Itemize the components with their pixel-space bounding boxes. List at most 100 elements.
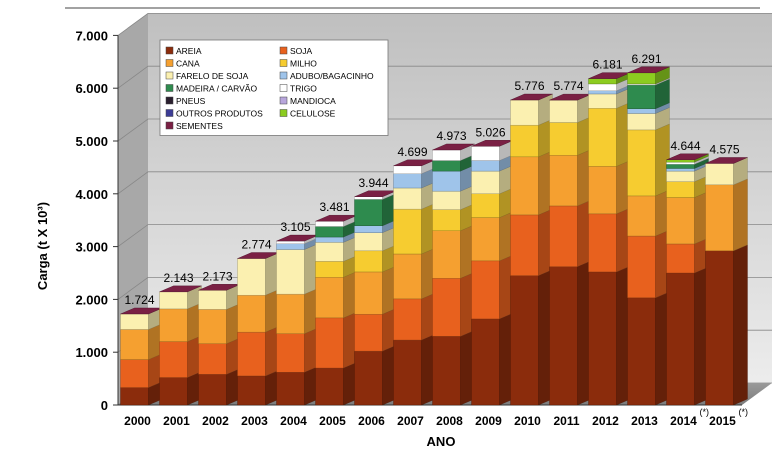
bar-top-cap [627,66,670,74]
legend-label: OUTROS PRODUTOS [176,109,263,119]
bar-top-cap [432,143,475,151]
bar-segment [471,160,500,172]
bar-segment [666,164,695,169]
total-label: 5.026 [475,125,505,139]
bar-top-cap [705,157,748,164]
legend-label: AREIA [176,46,202,56]
bar-2007 [393,159,436,406]
x-tick-label: 2004 [280,414,307,428]
legend-swatch [165,59,174,67]
bar-segment [393,298,422,341]
bar-segment [432,278,461,337]
total-label: 3.944 [358,176,388,190]
bar-segment [354,232,383,252]
bar-segment [666,197,695,245]
bar-segment [510,99,539,126]
bar-segment [276,333,305,373]
bar-top-cap [666,153,709,160]
legend-item: FARELO DE SOJA [165,71,249,81]
bar-segment [237,331,266,377]
legend-box [159,39,389,136]
bar-segment [432,209,461,231]
bar-segment [393,173,422,189]
y-tick-label: 2.000 [75,292,108,307]
bar-segment [471,217,500,262]
total-label: 2.173 [202,269,232,283]
bar-segment [198,343,227,375]
x-tick-label: 2000 [124,414,151,428]
bar-segment [120,329,149,360]
bar-segment [627,195,656,237]
bar-segment [198,309,227,344]
bar-segment [432,190,461,210]
legend-item: AREIA [165,46,202,56]
bar-segment [588,271,617,406]
bar-segment [666,272,695,406]
legend-label: SOJA [290,46,313,56]
legend-item: SEMENTES [165,121,223,131]
bar-segment [588,108,617,167]
x-tick-label: 2003 [241,414,268,428]
y-tick-label: 0 [101,398,108,413]
bar-2004 [276,234,319,406]
bar-2008 [432,143,475,406]
bar-segment [276,293,305,334]
total-label: 6.291 [631,52,661,66]
y-tick-label: 1.000 [75,345,108,360]
bar-segment [666,243,695,274]
legend-label: MADEIRA / CARVÃO [176,84,257,94]
legend-item: ADUBO/BAGACINHO [279,71,374,81]
legend-swatch [279,109,288,117]
bar-segment [315,317,344,369]
bar-segment [237,294,266,333]
legend-item: CELULOSE [279,109,336,119]
bar-segment [354,313,383,352]
bar-segment [549,155,578,207]
legend-label: MILHO [290,59,317,69]
legend-swatch [165,84,174,92]
x-tick-label: 2012 [592,414,619,428]
bar-segment [588,213,617,273]
total-label: 4.644 [670,139,700,153]
bar-2014 [666,153,709,406]
bar-segment [510,214,539,276]
x-axis: 2000 2001 2002 2003 2004 2005 2006 2007 2008 2009… [124,407,748,428]
bar-segment [198,290,227,310]
bar-segment [666,170,695,182]
bar-segment [432,149,461,161]
bar-2003 [237,252,280,406]
legend-swatch [279,84,288,92]
x-tick-label: 2010 [514,414,541,428]
bar-segment [393,187,422,210]
y-axis: 0 1.000 2.000 3.000 4.000 5.000 6.000 7.000 [75,28,119,413]
total-label: 4.699 [397,145,427,159]
total-label: 4.973 [436,129,466,143]
legend-label: TRIGO [290,84,317,94]
side-wall [118,13,148,406]
legend-label: ADUBO/BAGACINHO [290,71,374,81]
legend-item: PNEUS [165,96,206,106]
bar-segment [471,260,500,320]
bar-2006 [354,190,397,406]
bar-segment [627,297,656,406]
total-label: 4.575 [709,142,739,156]
bar-top-cap [510,93,553,101]
x-tick-label: 2005 [319,414,346,428]
bar-segment [510,275,539,406]
bar-segment [159,341,188,378]
bar-segment [432,170,461,192]
legend-swatch [165,46,174,55]
legend-swatch [165,121,174,130]
bar-segment [471,318,500,406]
bar-segment [510,124,539,158]
bar-segment [549,99,578,123]
y-tick-label: 6.000 [75,81,108,96]
bar-segment [705,163,734,186]
bar-segment [315,277,344,319]
bar-segment [471,193,500,218]
legend-swatch [279,59,288,67]
legend-swatch [279,71,288,80]
bar-segment [120,387,149,406]
bar-segment [549,266,578,406]
